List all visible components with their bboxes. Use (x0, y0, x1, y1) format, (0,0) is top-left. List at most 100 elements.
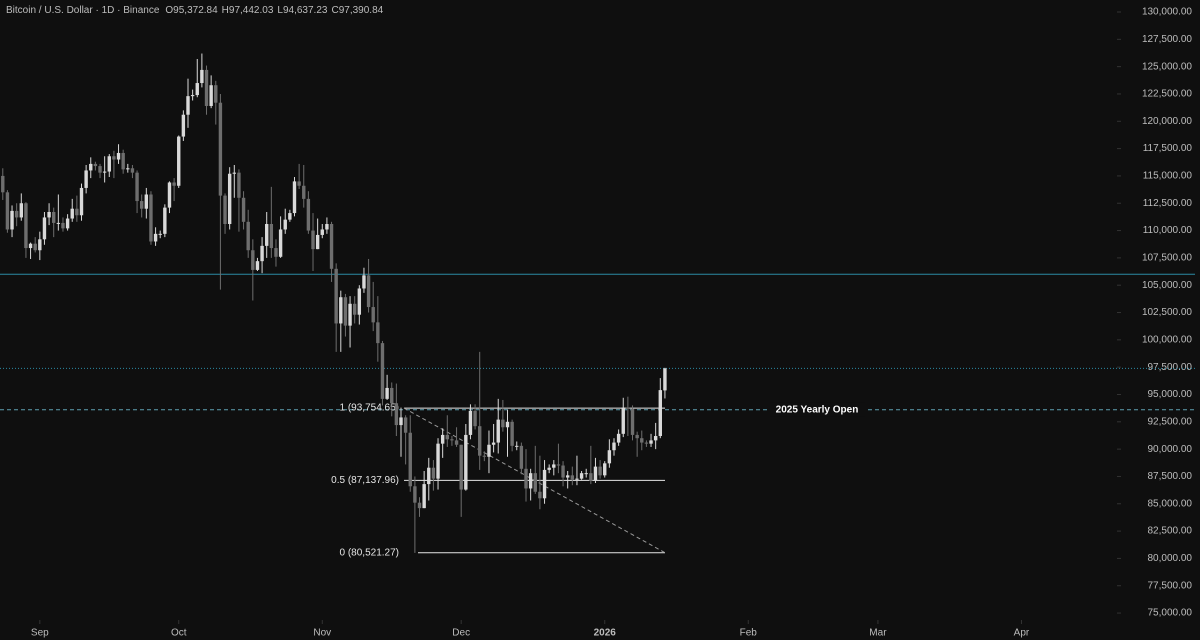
candle-body (144, 194, 149, 209)
candle-body (223, 195, 227, 225)
candle-body (417, 502, 422, 509)
ohlc-key: L (277, 5, 283, 16)
candle-body (413, 486, 417, 503)
candle-body (79, 187, 84, 216)
candle-body (394, 403, 399, 426)
candle-body (408, 432, 412, 487)
candle-body (65, 218, 70, 229)
chart-title: Bitcoin / U.S. Dollar · 1D · Binance O95,… (6, 5, 384, 16)
x-tick-label: 2026 (594, 628, 617, 639)
candle-body (552, 464, 556, 468)
candle-body (556, 464, 561, 466)
candle-body (241, 197, 246, 222)
y-tick-label: 122,500.00 (1142, 89, 1192, 100)
candle-body (163, 207, 167, 234)
ohlc-value: 94,637.23 (283, 5, 328, 16)
candle-body (496, 419, 500, 443)
candle-body (24, 203, 28, 249)
candle-body (640, 438, 644, 443)
candle-body (315, 234, 320, 250)
x-tick-label: Oct (171, 628, 187, 639)
candle-body (139, 201, 144, 209)
candle-body (297, 181, 301, 186)
candle-body (501, 419, 505, 428)
candle-body (649, 440, 653, 444)
candle-body (167, 182, 172, 208)
candle-body (348, 303, 352, 326)
candle-body (542, 469, 547, 499)
candle-body (519, 445, 524, 469)
candle-body (478, 426, 482, 456)
y-tick-label: 82,500.00 (1148, 526, 1193, 537)
y-tick-label: 90,000.00 (1148, 444, 1193, 455)
candle-body (98, 166, 102, 173)
candle-body (195, 83, 199, 96)
x-tick-label: Mar (869, 628, 887, 639)
candle-body (102, 171, 107, 173)
candle-body (565, 475, 570, 478)
candle-body (112, 156, 116, 160)
candle-body (130, 168, 135, 173)
candle-body (292, 181, 297, 214)
candle-body (491, 442, 496, 445)
candle-body (89, 163, 93, 171)
y-tick-label: 120,000.00 (1142, 116, 1192, 127)
candle-body (464, 434, 468, 490)
candle-body (630, 408, 635, 435)
y-tick-label: 85,000.00 (1148, 498, 1193, 509)
candle-body (584, 473, 588, 475)
ohlc-value: 97,390.84 (339, 5, 384, 16)
candle-body (352, 303, 357, 315)
candle-body (607, 450, 612, 464)
candle-body (505, 421, 510, 428)
y-tick-label: 117,500.00 (1143, 143, 1193, 154)
candle-body (390, 387, 394, 404)
candle-body (339, 297, 343, 324)
candle-body (431, 467, 436, 479)
candle-body (547, 467, 551, 470)
candle-body (528, 473, 533, 489)
candle-body (589, 473, 593, 481)
candle-body (204, 69, 209, 106)
candle-body (14, 210, 19, 218)
candle-body (380, 343, 385, 399)
y-tick-label: 97,500.00 (1148, 362, 1193, 373)
candle-body (1, 175, 5, 193)
x-tick-label: Dec (452, 628, 470, 639)
candle-body (533, 473, 537, 492)
candle-body (10, 210, 14, 230)
y-tick-label: 107,500.00 (1142, 253, 1192, 264)
candle-body (288, 213, 292, 220)
y-tick-label: 130,000.00 (1142, 7, 1192, 18)
candle-body (107, 156, 111, 172)
y-tick-label: 92,500.00 (1148, 416, 1193, 427)
ohlc-value: 95,372.84 (173, 5, 218, 16)
candle-body (246, 221, 250, 251)
candle-body (200, 69, 204, 84)
y-tick-label: 100,000.00 (1142, 334, 1192, 345)
candle-body (603, 463, 607, 476)
candle-body (653, 436, 658, 441)
y-tick-label: 87,500.00 (1148, 471, 1193, 482)
candle-body (186, 96, 190, 115)
candle-body (5, 192, 10, 230)
fib-label: 0 (80,521.27) (340, 547, 400, 558)
candle-body (283, 219, 287, 230)
candle-body (126, 168, 130, 170)
candle-body (570, 475, 575, 480)
label-bg (770, 402, 865, 417)
candle-body (399, 417, 403, 426)
candle-body (84, 170, 88, 188)
x-tick-label: Feb (740, 628, 758, 639)
candle-body (663, 368, 667, 391)
candle-body (371, 307, 375, 323)
x-tick-label: Apr (1014, 628, 1030, 639)
candle-body (38, 239, 42, 251)
candle-body (487, 444, 491, 457)
candle-body (237, 172, 241, 198)
candle-body (468, 410, 473, 435)
candle-body (482, 455, 487, 457)
candle-body (251, 250, 255, 270)
